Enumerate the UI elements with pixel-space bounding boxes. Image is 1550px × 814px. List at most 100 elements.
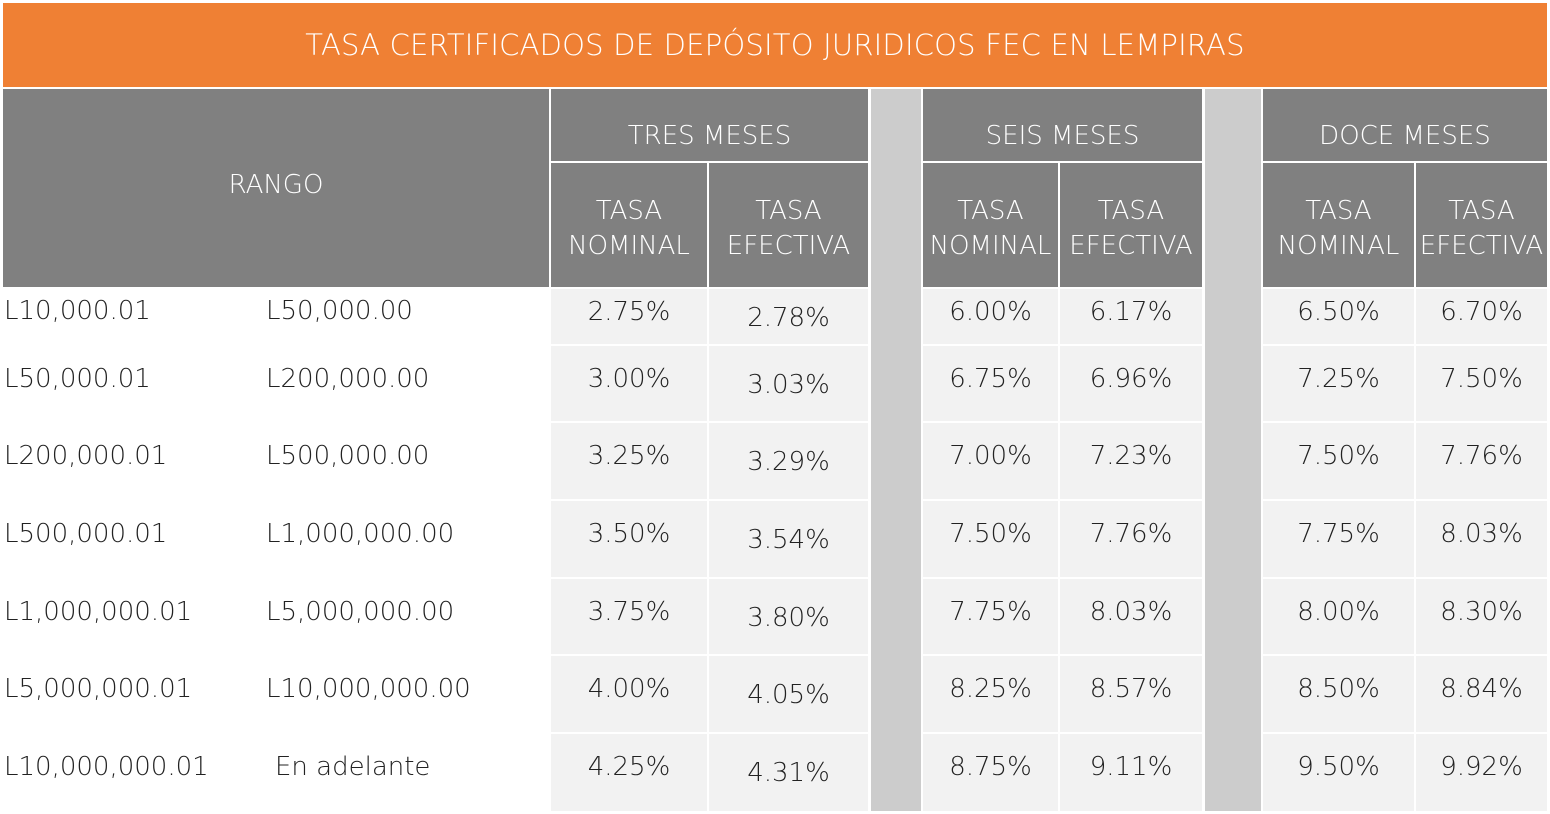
rate-cell: 4.05% [709, 656, 868, 732]
range-to-value: L500,000.00 [266, 441, 430, 471]
rate-value: 7.76% [1089, 519, 1173, 549]
rate-cell: 3.80% [709, 579, 868, 654]
rate-value: 7.76% [1440, 441, 1523, 471]
rate-cell: 9.92% [1416, 734, 1547, 811]
range-from: L500,000.01 [4, 519, 254, 553]
rate-value: 4.00% [587, 674, 671, 704]
subheader-text: TASA NOMINAL [1278, 194, 1400, 264]
subheader-text: TASA NOMINAL [930, 194, 1052, 264]
effective-rate-header: TASA EFECTIVA [709, 163, 868, 287]
range-to: L10,000,000.00 [266, 674, 546, 708]
range-from: L200,000.01 [4, 441, 254, 475]
subheader-line: TASA [595, 196, 663, 226]
column-separator [871, 89, 921, 811]
range-header-label: RANGO [228, 169, 324, 200]
subheader-line: TASA [957, 196, 1024, 226]
range-to-value: L200,000.00 [266, 364, 430, 394]
rate-value: 6.00% [949, 297, 1032, 327]
subheader-text: TASA EFECTIVA [727, 194, 850, 264]
rate-value: 9.92% [1440, 752, 1523, 782]
rate-cell: 8.00% [1263, 579, 1414, 654]
rate-cell: 9.11% [1060, 734, 1202, 811]
column-separator [1205, 89, 1261, 811]
rate-cell: 8.30% [1416, 579, 1547, 654]
range-from-value: L50,000.01 [4, 364, 151, 394]
rate-value: 4.25% [587, 752, 671, 782]
subheader-line: NOMINAL [568, 231, 690, 261]
range-to: L5,000,000.00 [266, 597, 546, 631]
rate-cell: 7.00% [923, 423, 1058, 499]
range-to-value: L5,000,000.00 [266, 597, 455, 627]
rate-cell: 8.50% [1263, 656, 1414, 732]
rate-value: 8.50% [1297, 674, 1380, 704]
rate-cell: 8.25% [923, 656, 1058, 732]
rate-cell: 8.57% [1060, 656, 1202, 732]
rate-cell: 3.54% [709, 501, 868, 577]
rate-cell: 7.25% [1263, 346, 1414, 421]
rate-cell: 7.75% [923, 579, 1058, 654]
rate-value: 8.30% [1440, 597, 1523, 627]
subheader-line: NOMINAL [929, 231, 1052, 261]
term-header-label: DOCE MESES [1319, 120, 1491, 151]
rate-cell: 9.50% [1263, 734, 1414, 811]
rate-value: 7.50% [949, 519, 1032, 549]
rate-value: 8.25% [949, 674, 1032, 704]
subheader-line: TASA [1305, 196, 1372, 226]
range-header: RANGO [3, 89, 549, 287]
rate-cell: 6.17% [1060, 289, 1202, 344]
rate-value: 6.75% [949, 364, 1032, 394]
range-from: L50,000.01 [4, 364, 254, 398]
term-header: TRES MESES [551, 89, 868, 161]
rate-value: 8.00% [1297, 597, 1380, 627]
range-to: L50,000.00 [266, 296, 546, 330]
rate-value: 3.03% [747, 370, 830, 400]
nominal-rate-header: TASA NOMINAL [551, 163, 707, 287]
rate-value: 9.11% [1089, 752, 1173, 782]
range-to: L500,000.00 [266, 441, 546, 475]
range-from-value: L200,000.01 [4, 441, 168, 471]
range-from-value: L5,000,000.01 [4, 674, 193, 704]
rate-cell: 3.29% [709, 423, 868, 499]
range-from: L5,000,000.01 [4, 674, 254, 708]
rate-value: 8.03% [1440, 519, 1523, 549]
rate-cell: 4.31% [709, 734, 868, 811]
subheader-text: TASA EFECTIVA [1420, 194, 1543, 264]
rate-cell: 8.75% [923, 734, 1058, 811]
term-header: DOCE MESES [1263, 89, 1547, 161]
table-title: TASA CERTIFICADOS DE DEPÓSITO JURIDICOS … [3, 3, 1547, 87]
range-from: L10,000,000.01 [4, 752, 254, 786]
subheader-line: EFECTIVA [726, 231, 851, 261]
rate-value: 8.75% [949, 752, 1032, 782]
rate-cell: 7.23% [1060, 423, 1202, 499]
rate-cell: 6.00% [923, 289, 1058, 344]
rate-cell: 7.50% [1416, 346, 1547, 421]
rate-value: 4.31% [747, 758, 830, 788]
subheader-line: TASA [1097, 196, 1165, 226]
subheader-line: TASA [755, 196, 822, 226]
term-header-label: SEIS MESES [985, 120, 1140, 151]
rate-cell: 8.03% [1060, 579, 1202, 654]
rate-cell: 3.00% [551, 346, 707, 421]
rate-cell: 3.50% [551, 501, 707, 577]
range-to: En adelante [275, 752, 555, 786]
rate-value: 3.50% [587, 519, 671, 549]
rate-value: 6.50% [1297, 297, 1380, 327]
rate-value: 3.25% [587, 441, 671, 471]
rate-value: 3.29% [747, 447, 830, 477]
rate-cell: 4.00% [551, 656, 707, 732]
rate-value: 8.57% [1089, 674, 1173, 704]
rate-cell: 7.50% [923, 501, 1058, 577]
rate-value: 7.25% [1297, 364, 1380, 394]
rate-cell: 6.50% [1263, 289, 1414, 344]
subheader-line: EFECTIVA [1419, 231, 1544, 261]
subheader-line: TASA [1448, 196, 1515, 226]
rate-cell: 3.25% [551, 423, 707, 499]
subheader-line: EFECTIVA [1069, 231, 1193, 261]
rate-cell: 7.76% [1416, 423, 1547, 499]
range-from-value: L500,000.01 [4, 519, 168, 549]
rate-cell: 6.70% [1416, 289, 1547, 344]
effective-rate-header: TASA EFECTIVA [1416, 163, 1547, 287]
rate-cell: 7.75% [1263, 501, 1414, 577]
nominal-rate-header: TASA NOMINAL [923, 163, 1058, 287]
rate-value: 7.50% [1440, 364, 1523, 394]
